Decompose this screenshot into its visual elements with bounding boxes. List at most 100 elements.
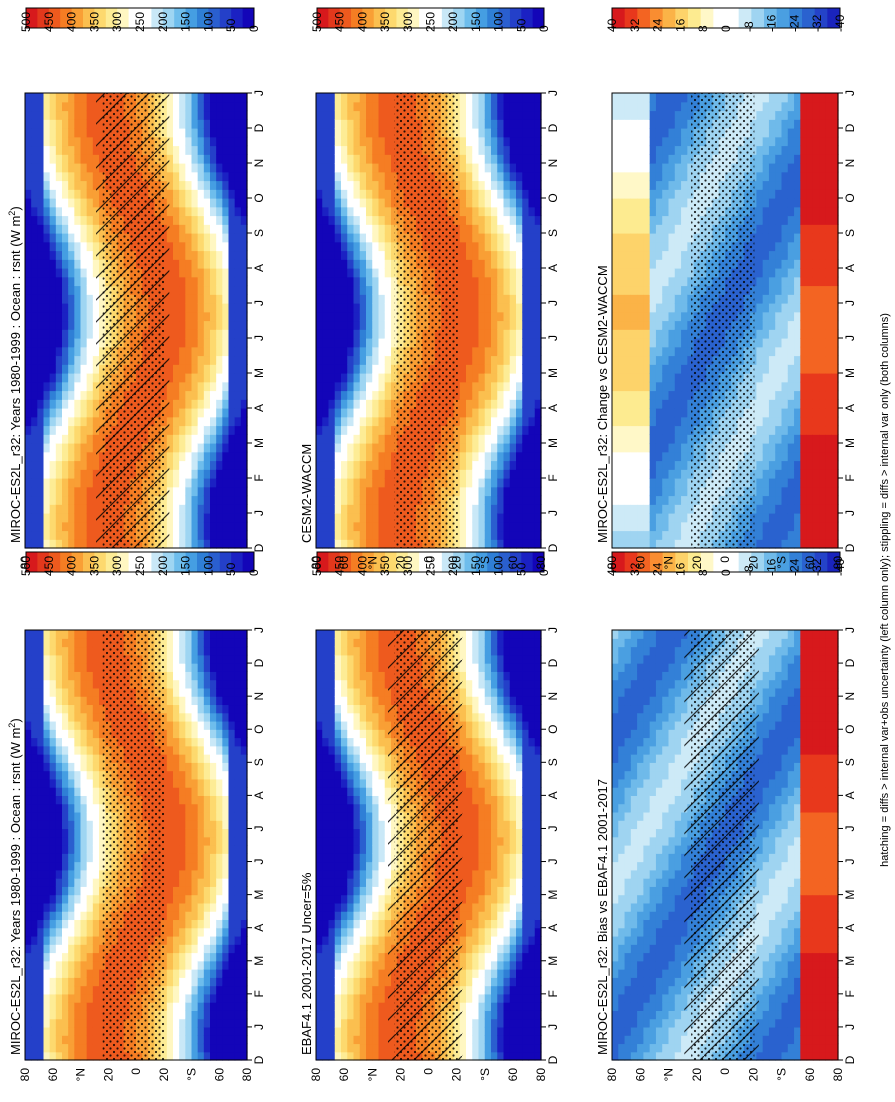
- colorbar-swatch: [219, 552, 232, 572]
- month-label: M: [252, 368, 266, 378]
- lat-label: 80: [534, 1068, 548, 1082]
- colorbar-swatch: [764, 552, 778, 572]
- colorbar-label: -16: [765, 14, 779, 32]
- month-label: J: [252, 1024, 266, 1030]
- colorbar-label: -8: [742, 21, 756, 32]
- colorbar: 500 450 400 350 300 250 200 150 100 50 0: [19, 551, 261, 576]
- month-label: D: [252, 658, 266, 667]
- colorbar-swatch: [339, 552, 352, 572]
- lat-label: 80: [309, 556, 323, 570]
- lat-label: 60: [46, 1068, 60, 1082]
- colorbar-swatch: [37, 8, 50, 28]
- colorbar-swatch: [385, 552, 397, 572]
- stippling-overlay: [691, 630, 755, 1060]
- lat-label: 20: [746, 1068, 760, 1082]
- plot-frame: [315, 92, 542, 549]
- lat-label: 60: [506, 1068, 520, 1082]
- month-label: N: [843, 692, 857, 701]
- lat-label: 80: [605, 556, 619, 570]
- colorbar-swatch: [675, 552, 689, 572]
- month-label: M: [546, 368, 560, 378]
- colorbar-frame: [611, 551, 841, 573]
- colorbar-swatch: [612, 552, 626, 572]
- colorbar-label: 100: [201, 556, 215, 576]
- colorbar-label: 350: [378, 556, 392, 576]
- lat-label: 80: [18, 1068, 32, 1082]
- colorbar-label: 500: [19, 556, 33, 576]
- colorbar-label: 0: [247, 569, 261, 576]
- month-label: F: [546, 990, 560, 997]
- colorbar-label: 450: [42, 556, 56, 576]
- colorbar-swatch: [487, 8, 499, 28]
- colorbar-swatch: [814, 8, 828, 28]
- month-label: J: [843, 627, 857, 633]
- colorbar-label: 200: [446, 12, 460, 32]
- month-label: D: [252, 1055, 266, 1064]
- colorbar-swatch: [208, 552, 221, 572]
- colorbar: 500 450 400 350 300 250 200 150 100 50 0: [310, 551, 551, 576]
- colorbar-swatch: [419, 8, 431, 28]
- month-label: D: [252, 543, 266, 552]
- colorbar-label: 400: [355, 12, 369, 32]
- colorbar-label: 300: [401, 556, 415, 576]
- colorbar-swatch: [373, 8, 386, 28]
- colorbar-label: 50: [224, 562, 238, 576]
- colorbar-swatch: [26, 552, 38, 572]
- colorbar-swatch: [317, 8, 329, 28]
- lat-label: 80: [831, 1068, 845, 1082]
- month-label: D: [546, 658, 560, 667]
- month-label: A: [546, 924, 560, 932]
- month-label: S: [546, 229, 560, 237]
- colorbar-swatch: [430, 552, 443, 572]
- month-label: D: [546, 123, 560, 132]
- colorbar-swatch: [185, 552, 198, 572]
- colorbar-swatch: [612, 8, 626, 28]
- colorbar-swatch: [650, 552, 664, 572]
- colorbar-label: -8: [742, 565, 756, 576]
- colorbar-label: 200: [156, 12, 170, 32]
- lat-label: 0: [129, 1068, 143, 1075]
- month-label: A: [252, 264, 266, 272]
- colorbar-swatch: [328, 552, 341, 572]
- colorbar-label: -16: [765, 558, 779, 576]
- colorbar-swatch: [317, 552, 329, 572]
- colorbar-label: -32: [810, 558, 824, 576]
- lat-label: °S: [185, 1068, 199, 1081]
- month-label: J: [252, 90, 266, 96]
- month-label: A: [546, 791, 560, 799]
- colorbar-swatch: [814, 552, 828, 572]
- colorbar-swatch: [751, 552, 765, 572]
- lat-label: 0: [422, 556, 436, 563]
- colorbar-label: 24: [651, 562, 665, 576]
- lat-label: °N: [365, 1068, 379, 1081]
- colorbar-swatch: [231, 552, 243, 572]
- panel-title: EBAF4.1 2001-2017 Uncer=5%: [299, 872, 314, 1055]
- colorbar-swatch: [453, 552, 465, 572]
- month-label: A: [843, 404, 857, 412]
- month-label: O: [546, 725, 560, 734]
- colorbar-swatch: [83, 8, 95, 28]
- colorbar-swatch: [128, 8, 141, 28]
- stippling-overlay: [691, 93, 755, 548]
- panel-title: MIROC-ES2L_r32: Years 1980-1999 : Ocean …: [7, 718, 23, 1055]
- month-label: F: [252, 474, 266, 481]
- lat-label: 80: [605, 1068, 619, 1082]
- month-label: A: [252, 791, 266, 799]
- colorbar-swatch: [509, 8, 522, 28]
- lat-label: 20: [393, 556, 407, 570]
- colorbar-swatch: [776, 552, 790, 572]
- colorbar-swatch: [94, 552, 107, 572]
- lat-label: 60: [633, 1068, 647, 1082]
- footnote: hatching = diffs > internal var+obs unce…: [879, 313, 891, 867]
- month-label: J: [252, 859, 266, 865]
- colorbar-swatch: [675, 8, 689, 28]
- colorbar-swatch: [362, 8, 375, 28]
- month-label: J: [843, 90, 857, 96]
- colorbar-label: 100: [201, 12, 215, 32]
- month-label: A: [252, 404, 266, 412]
- colorbar-label: 250: [133, 12, 147, 32]
- colorbar-swatch: [827, 8, 841, 28]
- colorbar-swatch: [521, 552, 534, 572]
